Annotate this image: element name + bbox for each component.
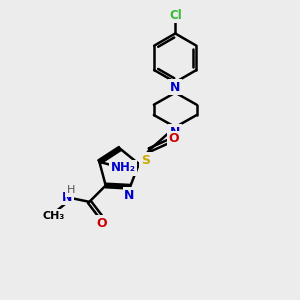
Text: N: N bbox=[170, 81, 181, 94]
Text: H: H bbox=[66, 185, 75, 195]
Text: NH₂: NH₂ bbox=[111, 161, 136, 174]
Text: CH₃: CH₃ bbox=[43, 211, 65, 221]
Text: N: N bbox=[124, 189, 135, 202]
Text: S: S bbox=[141, 154, 150, 167]
Text: N: N bbox=[61, 190, 72, 204]
Text: Cl: Cl bbox=[169, 9, 182, 22]
Text: O: O bbox=[97, 217, 107, 230]
Text: N: N bbox=[170, 126, 181, 139]
Text: O: O bbox=[169, 132, 179, 145]
